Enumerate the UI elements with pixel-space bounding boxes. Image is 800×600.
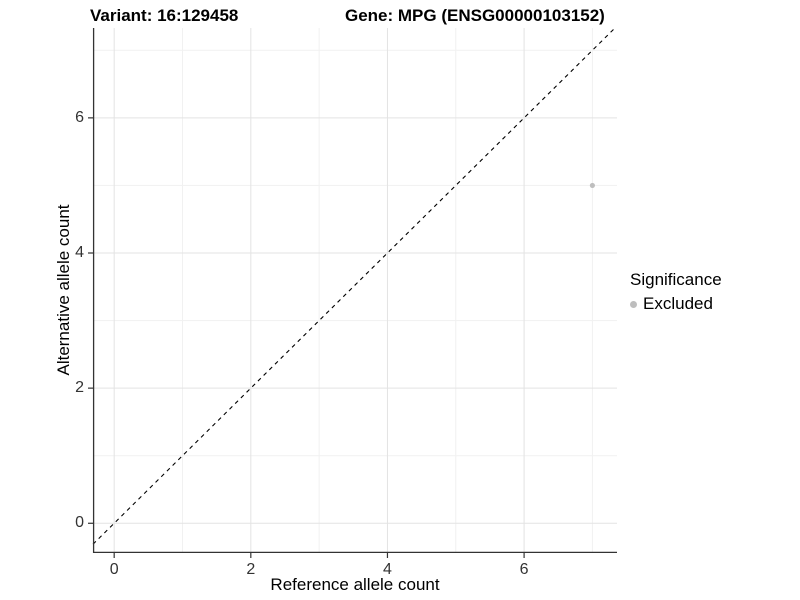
legend: Significance Excluded xyxy=(630,270,722,314)
plot-title-variant: Variant: 16:129458 xyxy=(90,6,239,25)
legend-entry-excluded: Excluded xyxy=(630,294,722,314)
data-point xyxy=(589,182,596,189)
excluded-point-icon xyxy=(630,300,637,308)
scatter-plot-svg xyxy=(88,27,617,558)
identity-reference-line xyxy=(92,27,616,545)
x-tick-label: 0 xyxy=(109,561,119,578)
x-tick-label: 4 xyxy=(382,561,392,578)
y-tick-label: 2 xyxy=(75,379,84,397)
y-tick-label: 4 xyxy=(75,244,84,261)
legend-title: Significance xyxy=(630,270,722,289)
y-tick-label: 0 xyxy=(75,514,84,532)
plot-panel xyxy=(88,27,617,558)
legend-entry-label: Excluded xyxy=(643,294,713,313)
x-tick-label: 6 xyxy=(519,561,529,578)
y-axis-title: Alternative allele count xyxy=(54,204,73,376)
x-tick-label: 2 xyxy=(246,561,256,578)
plot-title-gene: Gene: MPG (ENSG00000103152) xyxy=(345,6,605,25)
x-axis-title: Reference allele count xyxy=(270,575,440,594)
y-tick-label: 6 xyxy=(75,108,84,126)
